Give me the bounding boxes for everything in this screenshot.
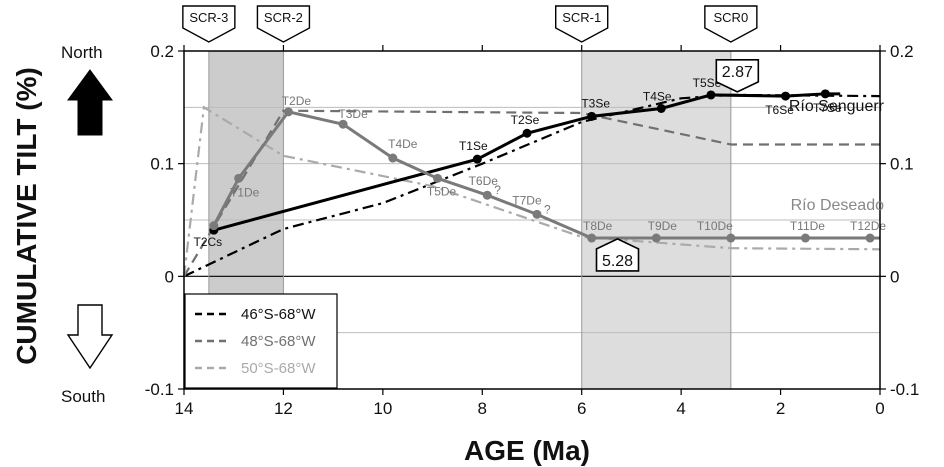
direction-arrows [66, 69, 114, 370]
scr-marker-label-3: SCR0 [714, 10, 749, 25]
y-tick-label-left-3: 0.2 [150, 42, 174, 61]
x-tick-label-3: 8 [478, 399, 487, 418]
x-tick-label-2: 10 [373, 399, 392, 418]
river-label-senguerr: Río Senguerr [789, 98, 885, 115]
point-label-t4se: T4Se [643, 89, 672, 103]
x-tick-label-5: 4 [676, 399, 685, 418]
y-tick-label-right-0: -0.1 [890, 380, 919, 399]
legend-label-1: 48°S-68°W [241, 333, 316, 350]
y-tick-label-right-2: 0.1 [890, 155, 914, 174]
legend-label-2: 50°S-68°W [241, 360, 316, 377]
point-label-t6se: T6Se [765, 103, 794, 117]
scr-marker-1 [256, 5, 311, 43]
data-point-t6se [781, 91, 791, 101]
data-point-t4se [656, 103, 666, 113]
data-point-t3se [587, 111, 597, 121]
scr-marker-label-0: SCR-3 [189, 10, 228, 25]
data-point-t9de [651, 233, 661, 243]
data-point-t7se [820, 89, 830, 99]
point-label-t2de: T2De [282, 94, 312, 108]
data-point-t8de [587, 233, 597, 243]
point-labels: T2Cs T1Se T2Se T3Se T4Se T5Se T6Se T7Se T1De T2De… [193, 76, 886, 249]
scr-marker-label-1: SCR-2 [264, 10, 303, 25]
data-point-t4de [388, 153, 398, 163]
point-label-t6de: T6De [469, 174, 499, 188]
data-point-t6de [482, 190, 492, 200]
legend-label-0: 46°S-68°W [241, 306, 316, 323]
data-point-t2de [283, 107, 293, 117]
model-curve-2 [182, 105, 881, 277]
model-curve-1 [183, 109, 880, 277]
y-tick-label-left-1: 0 [165, 267, 174, 286]
data-point-t10de [726, 233, 736, 243]
point-label-t12de: T12De [850, 219, 886, 233]
north-label: North [61, 43, 103, 62]
scr-marker-2 [555, 5, 609, 43]
data-point-t7de [532, 209, 542, 219]
data-point-t11de [800, 233, 810, 243]
point-label-t1de: T1De [230, 185, 260, 199]
point-label-t8de: T8De [583, 219, 613, 233]
data-point-t3de [338, 119, 348, 129]
point-label-t9de: T9De [648, 219, 678, 233]
data-point-t1de [234, 173, 244, 183]
callout-label-0: 2.87 [722, 64, 753, 81]
axes: 14 12 10 8 6 4 2 0 -0.1 0 0.1 0.2 -0.1 0 0.1 0.2 [145, 42, 920, 418]
north-arrow-icon [67, 69, 113, 136]
x-tick-label-0: 14 [175, 399, 194, 418]
data-point-t2se [522, 128, 532, 138]
point-label-t7se: T7Se [813, 101, 842, 115]
scr-marker-0 [182, 5, 236, 43]
y-tick-label-left-2: 0.1 [150, 155, 174, 174]
y-tick-label-left-0: -0.1 [145, 380, 174, 399]
uncertainty-mark-t6de: ? [494, 183, 501, 197]
data-point-t1se [472, 154, 482, 164]
plot-border [183, 50, 881, 390]
point-label-t11de: T11De [790, 219, 825, 233]
data-series [209, 89, 880, 243]
point-label-t1se: T1Se [459, 139, 488, 153]
x-tick-label-7: 0 [875, 399, 884, 418]
data-point-deseado-start [209, 221, 219, 231]
south-arrow-icon [66, 304, 114, 370]
data-point-t5de [433, 173, 443, 183]
plot-frame [183, 50, 881, 390]
callout-0 [715, 59, 760, 93]
scr-markers: SCR-3 SCR-2 SCR-1 SCR0 [182, 5, 758, 43]
point-label-t2cs: T2Cs [193, 235, 222, 249]
x-tick-label-6: 2 [776, 399, 785, 418]
river-label-deseado: Río Deseado [791, 197, 884, 214]
y-axis-title: CUMULATIVE TILT (%) [11, 67, 42, 365]
y-tick-label-right-3: 0.2 [890, 42, 914, 61]
south-label: South [61, 387, 105, 406]
x-axis-title: AGE (Ma) [464, 435, 590, 466]
x-tick-label-4: 6 [577, 399, 586, 418]
model-curves [182, 93, 881, 278]
scr-marker-3 [704, 5, 758, 43]
callouts: 2.87 5.28 [595, 59, 760, 272]
data-point-t12de [865, 233, 875, 243]
y-tick-label-right-1: 0 [890, 267, 899, 286]
scr-marker-label-2: SCR-1 [562, 10, 601, 25]
legend: 46°S-68°W 48°S-68°W 50°S-68°W [184, 293, 338, 389]
model-curve-0 [183, 93, 881, 278]
callout-1 [595, 238, 640, 272]
uncertainty-mark-t7de: ? [544, 202, 551, 216]
x-tick-label-1: 12 [274, 399, 293, 418]
point-label-t5de: T5De [427, 184, 457, 198]
point-label-t4de: T4De [388, 137, 418, 151]
point-label-t10de: T10De [697, 219, 733, 233]
point-label-t3se: T3Se [581, 96, 610, 110]
point-label-t5se: T5Se [693, 76, 722, 90]
point-label-t3de: T3De [338, 107, 368, 121]
point-label-t2se: T2Se [511, 113, 540, 127]
point-label-t7de: T7De [512, 193, 542, 207]
callout-label-1: 5.28 [602, 253, 633, 270]
data-point-t5se [706, 90, 716, 100]
